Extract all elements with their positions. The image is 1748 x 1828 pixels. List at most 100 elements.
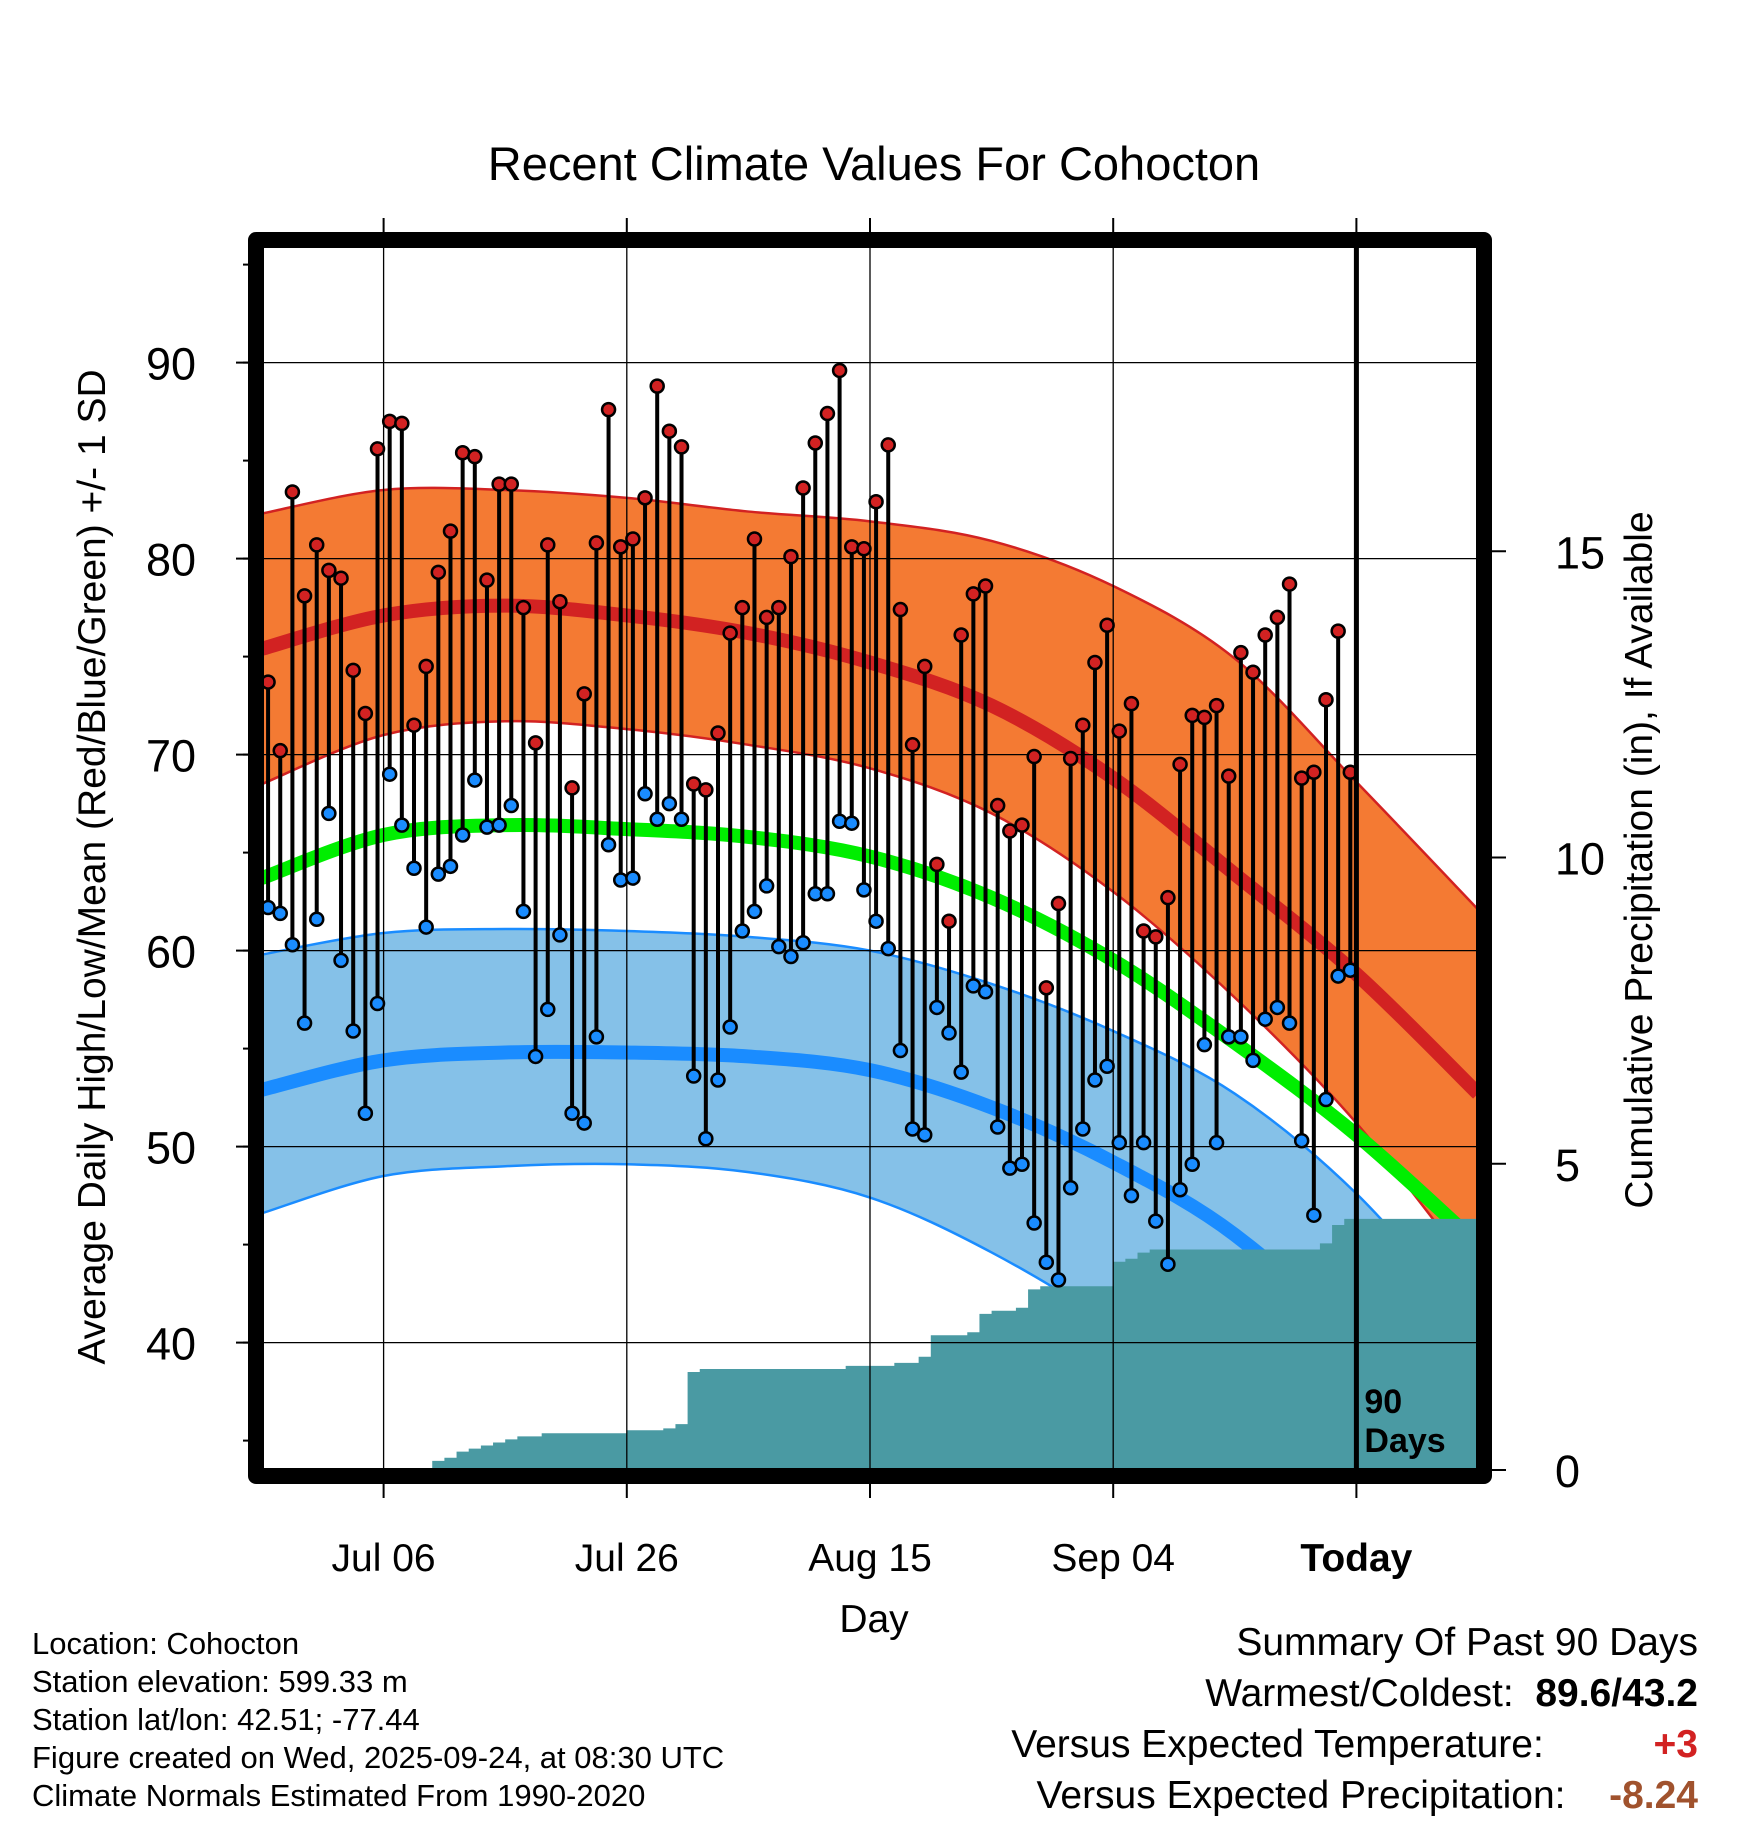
daily-high-point xyxy=(381,413,398,430)
daily-low-point xyxy=(941,1025,957,1041)
daily-high-point xyxy=(1318,691,1334,708)
daily-low-point xyxy=(262,899,276,916)
x-tick-label: Aug 15 xyxy=(808,1537,932,1580)
daily-high-point xyxy=(795,480,811,496)
daily-low-point xyxy=(929,999,945,1016)
daily-high-point xyxy=(1172,756,1188,773)
daily-low-point xyxy=(333,952,349,969)
station-info: Location: Cohocton Station elevation: 59… xyxy=(32,1625,724,1815)
daily-high-point xyxy=(321,562,337,579)
daily-low-point xyxy=(296,1015,313,1031)
daily-high-point xyxy=(1196,709,1213,726)
daily-low-point xyxy=(1233,1029,1249,1045)
warm-cold-label: Warmest/Coldest: xyxy=(1205,1672,1514,1715)
created-text: Figure created on Wed, 2025-09-24, at 08… xyxy=(32,1740,725,1775)
daily-low-point xyxy=(1318,1091,1334,1108)
daily-high-point xyxy=(807,435,824,451)
daily-low-point xyxy=(1075,1121,1091,1137)
daily-high-point xyxy=(856,541,872,557)
y-tick-label: 50 xyxy=(146,1123,196,1174)
daily-low-point xyxy=(1245,1052,1261,1069)
y-tick-label: 60 xyxy=(146,927,196,978)
daily-low-point xyxy=(418,919,434,935)
daily-high-point xyxy=(1038,980,1055,996)
daily-high-point xyxy=(783,548,799,565)
daily-high-point xyxy=(406,717,422,733)
daily-low-point xyxy=(381,766,398,782)
warm-cold-value: 89.6/43.2 xyxy=(1535,1672,1698,1715)
daily-low-point xyxy=(1160,1256,1176,1272)
daily-low-point xyxy=(308,911,325,927)
temp-value: +3 xyxy=(1653,1723,1698,1766)
daily-high-point xyxy=(418,658,434,675)
x-tick-label: Jul 26 xyxy=(575,1537,679,1580)
daily-low-point xyxy=(831,813,848,829)
daily-high-point xyxy=(284,484,301,500)
y2-tick-label: 10 xyxy=(1555,834,1605,885)
daily-high-point xyxy=(649,378,665,394)
daily-high-point xyxy=(1099,617,1115,633)
daily-low-point xyxy=(406,860,422,877)
daily-low-point xyxy=(1293,1132,1310,1149)
daily-high-point xyxy=(904,737,921,753)
daily-low-point xyxy=(1269,999,1286,1016)
daily-low-point xyxy=(588,1029,605,1045)
daily-high-point xyxy=(262,674,276,690)
daily-high-point xyxy=(1002,823,1018,839)
daily-low-point xyxy=(552,927,568,943)
daily-high-point xyxy=(1245,664,1261,681)
daily-high-point xyxy=(1062,750,1079,767)
daily-high-point xyxy=(564,780,580,796)
daily-low-point xyxy=(394,817,410,833)
daily-low-point xyxy=(880,940,896,957)
daily-high-point xyxy=(1148,929,1164,945)
daily-high-point xyxy=(698,782,714,798)
daily-high-point xyxy=(989,797,1006,814)
y-tick-label: 90 xyxy=(146,339,196,390)
today-days-word: Days xyxy=(1364,1422,1445,1460)
daily-low-point xyxy=(345,1023,361,1039)
daily-low-point xyxy=(479,819,495,835)
daily-high-point xyxy=(710,725,726,741)
x-tick-label: Today xyxy=(1300,1537,1412,1580)
daily-high-point xyxy=(929,856,945,873)
daily-low-point xyxy=(710,1072,726,1088)
daily-high-point xyxy=(369,441,386,457)
chart-title: Recent Climate Values For Cohocton xyxy=(488,137,1260,190)
daily-high-point xyxy=(600,401,617,418)
daily-low-point xyxy=(503,797,520,814)
daily-high-point xyxy=(272,742,288,759)
daily-low-point xyxy=(722,1019,738,1035)
daily-high-point xyxy=(1306,764,1322,780)
daily-low-point xyxy=(576,1115,592,1131)
daily-low-point xyxy=(284,936,301,953)
daily-high-point xyxy=(722,625,738,641)
daily-low-point xyxy=(673,811,690,828)
daily-high-point xyxy=(1075,717,1091,733)
daily-high-point xyxy=(1330,623,1346,639)
daily-high-point xyxy=(734,599,751,616)
precip-label: Versus Expected Precipitation: xyxy=(1036,1774,1566,1817)
normals-text: Climate Normals Estimated From 1990-2020 xyxy=(32,1778,646,1813)
daily-low-point xyxy=(1184,1156,1200,1172)
daily-low-point xyxy=(600,837,617,853)
daily-high-point xyxy=(527,735,544,751)
y2-axis-label: Cumulative Precipitation (in), If Availa… xyxy=(1618,511,1661,1208)
daily-high-point xyxy=(746,531,763,547)
daily-high-point xyxy=(442,523,459,539)
daily-low-point xyxy=(746,903,763,920)
daily-high-point xyxy=(1281,576,1298,592)
daily-high-point xyxy=(1220,768,1237,784)
daily-high-point xyxy=(540,537,556,553)
daily-high-point xyxy=(357,705,374,722)
daily-low-point xyxy=(1038,1254,1055,1270)
elevation-text: Station elevation: 599.33 m xyxy=(32,1664,408,1699)
daily-low-point xyxy=(1087,1072,1103,1088)
daily-high-point xyxy=(637,490,653,506)
daily-high-point xyxy=(1026,748,1042,765)
daily-low-point xyxy=(515,903,532,920)
daily-low-point xyxy=(564,1105,580,1122)
daily-low-point xyxy=(856,882,872,898)
daily-high-point xyxy=(916,658,933,675)
